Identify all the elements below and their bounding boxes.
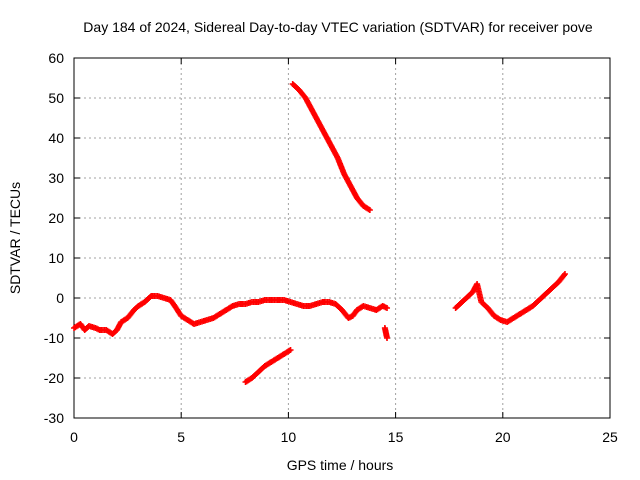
- axis-ticks: 0 5 10 15 20 25 -30 -20 -10 0 10 20 30 40 50 60: [44, 50, 618, 445]
- data-point: [287, 347, 294, 353]
- plot-frame: [73, 57, 611, 419]
- data-point: [561, 272, 568, 279]
- y-axis-label: SDTVAR / TECUs: [7, 182, 23, 294]
- data-point: [366, 207, 373, 213]
- y-tick-label: 0: [56, 290, 64, 306]
- y-tick-label: 10: [48, 250, 64, 266]
- y-tick-label: -10: [44, 330, 64, 346]
- y-tick-label: 50: [48, 90, 64, 106]
- data-point: [561, 271, 568, 277]
- x-tick-label: 20: [495, 429, 511, 445]
- x-tick-label: 15: [388, 429, 404, 445]
- x-tick-label: 0: [70, 429, 78, 445]
- x-tick-label: 10: [281, 429, 297, 445]
- y-tick-label: 30: [48, 170, 64, 186]
- y-tick-label: 20: [48, 210, 64, 226]
- x-axis-label: GPS time / hours: [287, 457, 394, 473]
- data-marks: [71, 81, 568, 385]
- x-tick-label: 25: [602, 429, 618, 445]
- y-tick-label: 40: [48, 130, 64, 146]
- y-tick-label: 60: [48, 50, 64, 66]
- chart-title: Day 184 of 2024, Sidereal Day-to-day VTE…: [83, 19, 593, 35]
- grid: [74, 58, 610, 418]
- x-tick-label: 5: [177, 429, 185, 445]
- y-tick-label: -30: [44, 410, 64, 426]
- y-tick-label: -20: [44, 370, 64, 386]
- data-point: [384, 305, 391, 311]
- data-point: [384, 335, 391, 341]
